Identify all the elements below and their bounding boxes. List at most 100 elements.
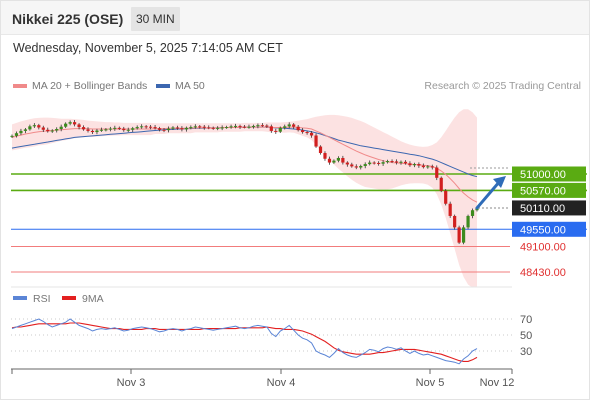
level-label-box-3 [512, 221, 586, 237]
rsi-legend-label: RSI [33, 293, 51, 305]
candle-body [354, 166, 358, 168]
candle-body [292, 124, 296, 127]
candle-body [180, 128, 184, 130]
header-bar: Nikkei 225 (OSE) 30 MIN [1, 1, 589, 35]
candle-body [341, 157, 345, 163]
candle-body [90, 130, 95, 133]
candle-body [225, 127, 229, 129]
level-label-box-2 [512, 200, 586, 216]
level-label-0: 51000.00 [520, 169, 566, 181]
candle-body [260, 125, 264, 127]
candle-body [14, 133, 19, 136]
candle-body [247, 126, 251, 128]
candle-body [72, 122, 77, 125]
rsi-line [11, 318, 478, 365]
candle-body [350, 164, 354, 167]
timestamp: Wednesday, November 5, 2025 7:14:05 AM C… [13, 41, 283, 55]
legend-ma50-label: MA 50 [175, 80, 205, 92]
candle-body [274, 130, 278, 132]
candle-body [323, 153, 327, 159]
level-label-box-1 [512, 182, 586, 198]
candle-body [301, 130, 305, 133]
candle-body [198, 126, 202, 128]
candle-body [421, 165, 425, 168]
credit-text: Research © 2025 Trading Central [424, 80, 581, 92]
candle-body [278, 127, 282, 132]
candle-body [189, 127, 193, 129]
candle-body [363, 164, 367, 166]
candle-body [37, 125, 41, 128]
candle-body [166, 128, 171, 131]
candle-body [332, 160, 336, 163]
candle-body [193, 126, 197, 128]
candle-body [104, 129, 108, 131]
time-axis-label-0: Nov 3 [117, 377, 146, 389]
level-label-box-0 [512, 166, 586, 182]
candle-body [23, 129, 28, 131]
candle-body [381, 162, 385, 164]
candle-body [41, 127, 45, 130]
candle-body [439, 177, 443, 191]
forecast-arrow-head [493, 176, 506, 188]
candle-body [399, 161, 403, 163]
price-plot: 51000.00 50570.00 50110.00 49550.00 49100.00… [10, 109, 587, 288]
candle-body [309, 132, 314, 136]
candle-body [175, 127, 180, 129]
candle-body [126, 129, 130, 131]
candle-body [453, 215, 457, 228]
candle-body [470, 210, 475, 216]
forecast-arrow [475, 179, 502, 210]
candle-body [372, 162, 376, 164]
candle-body [149, 126, 153, 128]
rsi-tick-30: 30 [520, 346, 532, 358]
candle-body [140, 126, 144, 128]
candle-body [46, 129, 50, 132]
rsi-tick-70: 70 [520, 314, 532, 326]
candle-body [318, 146, 323, 154]
candle-body [122, 128, 126, 131]
candle-body [461, 227, 466, 243]
candle-body [283, 126, 287, 128]
candle-body [157, 128, 162, 130]
ma20-swatch [13, 84, 27, 89]
candle-body [50, 130, 54, 132]
candle-body [287, 124, 291, 127]
candle-body [426, 166, 430, 168]
candle-body [202, 126, 206, 128]
candle-body [444, 190, 448, 204]
timeframe-badge[interactable]: 30 MIN [131, 7, 180, 31]
candle-body [238, 125, 242, 127]
candle-body [242, 126, 247, 128]
rsi-ma-line [11, 322, 478, 362]
candle-body [345, 162, 349, 165]
candle-body [171, 127, 175, 129]
candle-body [336, 157, 340, 161]
candle-body [305, 132, 309, 134]
rsi-swatch [13, 296, 27, 300]
rsi-plot: RSI 9MA 70 50 30 [11, 286, 532, 365]
candle-body [435, 167, 439, 178]
candle-body [403, 161, 408, 164]
candle-body [359, 165, 363, 168]
candle-body [135, 127, 139, 129]
candle-body [117, 127, 121, 129]
candle-body [229, 126, 233, 128]
time-axis-label-1: Nov 4 [267, 377, 296, 389]
level-label-4: 49100.00 [520, 241, 566, 253]
candle-body [216, 127, 220, 129]
time-axis: Nov 3 Nov 4 Nov 5 Nov 12 [11, 368, 514, 389]
candle-body [86, 129, 90, 131]
level-label-2: 50110.00 [520, 203, 565, 215]
candle-body [99, 129, 104, 131]
candle-body [28, 126, 32, 130]
candle-body [131, 128, 135, 130]
candle-body [314, 135, 318, 147]
candle-body [385, 161, 390, 163]
candle-body [55, 129, 59, 131]
candle-body [64, 123, 68, 127]
candle-body [144, 126, 148, 128]
candle-body [77, 124, 81, 128]
candle-body [412, 164, 417, 166]
candle-body [368, 162, 372, 165]
